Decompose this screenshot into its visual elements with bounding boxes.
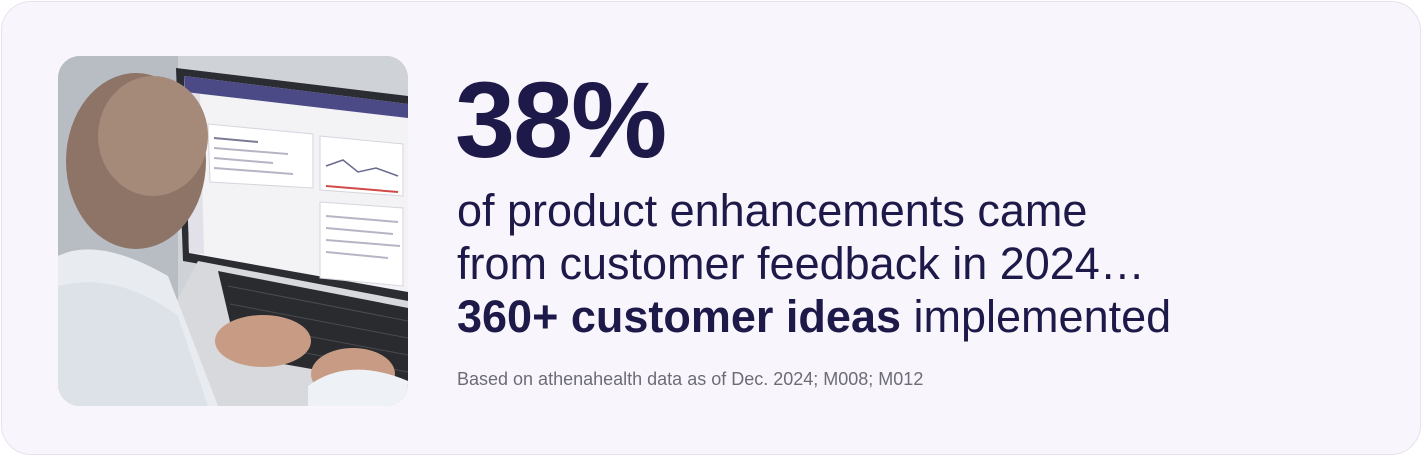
stat-value: 38%	[455, 59, 667, 180]
description-line-3: 360+ customer ideas implemented	[457, 290, 1357, 343]
description-line-1: of product enhancements came	[457, 185, 1088, 236]
source-footnote: Based on athenahealth data as of Dec. 20…	[457, 369, 924, 389]
implemented-text: implemented	[901, 291, 1172, 342]
stat-description: of product enhancements came from custom…	[457, 184, 1357, 343]
description-line-2: from customer feedback in 2024…	[457, 238, 1145, 289]
customer-ideas-count: 360+ customer ideas	[457, 291, 902, 342]
laptop-user-photo	[58, 56, 408, 406]
